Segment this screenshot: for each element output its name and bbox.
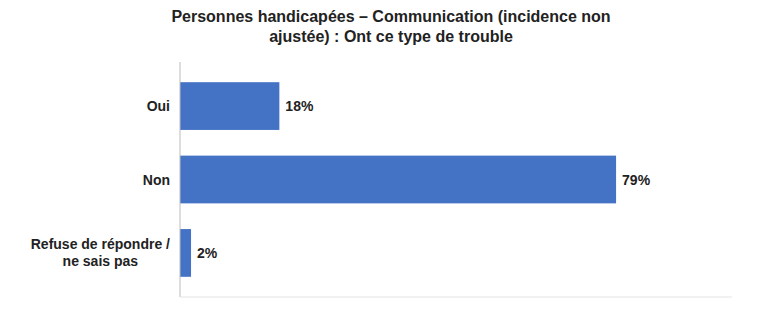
data-label: 18% [285, 98, 314, 114]
category-label-line: Non [143, 172, 170, 188]
x-axis-line [180, 297, 732, 298]
category-label: Refuse de répondre /ne sais pas [31, 236, 170, 269]
data-label: 2% [197, 245, 218, 261]
category-label-line: ne sais pas [63, 253, 139, 269]
data-label: 79% [622, 172, 651, 188]
chart-title-line: ajustée) : Ont ce type de trouble [269, 28, 513, 45]
category-label-line: Oui [147, 98, 170, 114]
bar [180, 156, 616, 204]
category-label: Oui [147, 98, 170, 114]
chart-container: Personnes handicapées – Communication (i… [0, 0, 782, 311]
bar [180, 82, 279, 130]
bar [180, 229, 191, 277]
bars [180, 82, 616, 277]
chart-title: Personnes handicapées – Communication (i… [171, 8, 610, 45]
chart-svg: Personnes handicapées – Communication (i… [0, 0, 782, 311]
category-label-line: Refuse de répondre / [31, 236, 170, 252]
chart-title-line: Personnes handicapées – Communication (i… [171, 8, 610, 25]
y-axis-line [180, 62, 181, 297]
category-label: Non [143, 172, 170, 188]
